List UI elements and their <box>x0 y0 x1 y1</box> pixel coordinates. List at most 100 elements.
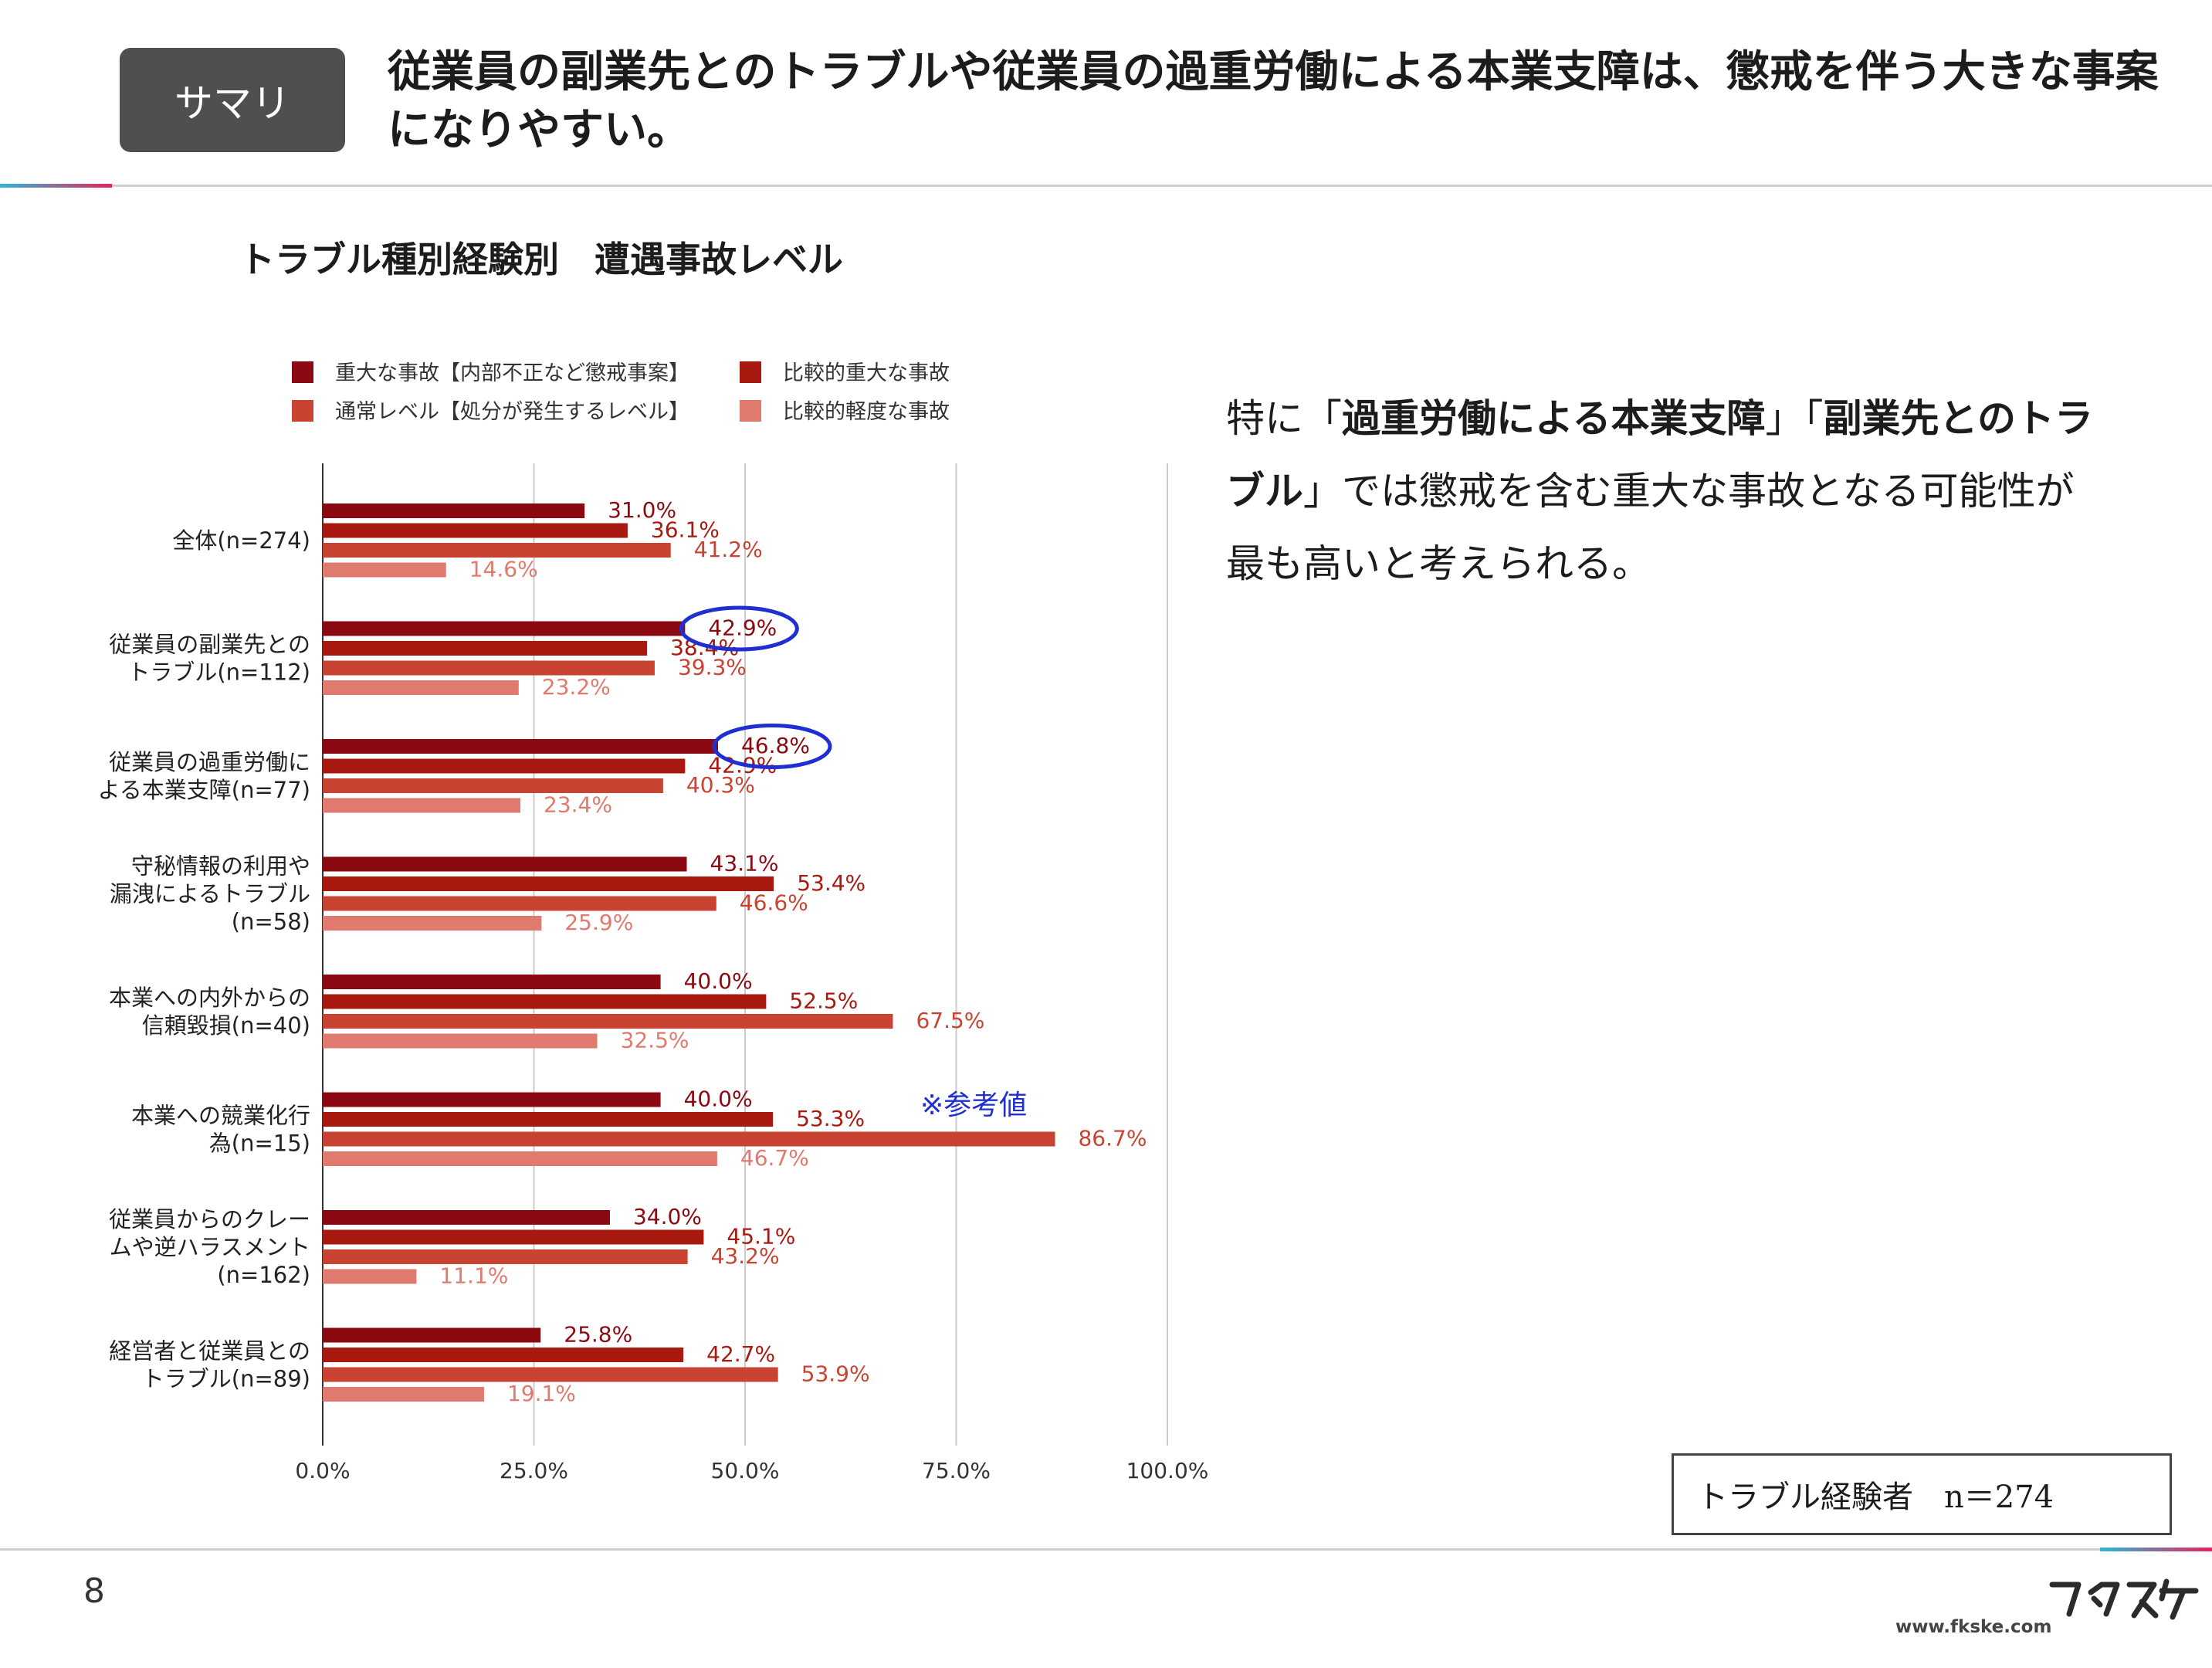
chart-title: トラブル種別経験別 遭遇事故レベル <box>239 239 843 280</box>
data-label: 19.1% <box>507 1381 576 1406</box>
category-label: トラブル(n=112) <box>127 659 310 685</box>
data-label: 31.0% <box>608 497 676 523</box>
note-bold-2: 副業先とのトラブル <box>1226 395 2093 514</box>
summary-badge: サマリ <box>120 48 345 152</box>
category-label: 従業員の副業先との <box>109 631 310 657</box>
bar <box>323 1014 893 1029</box>
bar <box>323 994 767 1009</box>
top-divider <box>0 185 2212 187</box>
bar <box>323 1367 778 1382</box>
highlight-ellipse <box>679 605 799 652</box>
bar <box>323 1229 704 1245</box>
bottom-divider-accent <box>2100 1548 2212 1551</box>
category-label: 経営者と従業員との <box>109 1337 310 1364</box>
note-part-3: 」では懲戒を含む重大な事故となる可能性が最も高いと考えられる。 <box>1226 469 2075 586</box>
data-label: 67.5% <box>916 1008 984 1033</box>
page-number: 8 <box>83 1571 105 1611</box>
bar <box>323 739 718 754</box>
data-label: 42.7% <box>706 1341 775 1367</box>
bar <box>323 660 655 676</box>
bar <box>323 1151 717 1166</box>
x-tick-label: 75.0% <box>922 1458 991 1483</box>
legend-swatch <box>740 400 761 422</box>
bottom-divider <box>0 1548 2212 1551</box>
bar-chart: 重大な事故【内部不正など懲戒事案】 比較的重大な事故通常レベル【処分が発生するレベ… <box>98 361 1209 1483</box>
data-label: 11.1% <box>439 1263 508 1289</box>
category-label: 本業への競業化行 <box>131 1102 310 1128</box>
data-label: 36.1% <box>651 517 720 543</box>
data-label: 46.8% <box>741 733 810 758</box>
note-bold-1: 過重労働による本業支障 <box>1342 395 1766 441</box>
legend-swatch <box>740 361 761 383</box>
data-label: 32.5% <box>621 1028 689 1053</box>
category-label: ムや逆ハラスメント <box>110 1234 310 1260</box>
bar <box>323 621 686 636</box>
highlight-ellipse <box>712 724 832 769</box>
bar <box>323 503 585 518</box>
data-label: 40.3% <box>686 772 755 798</box>
bar <box>323 543 671 558</box>
data-label: 40.0% <box>684 1087 753 1112</box>
data-label: 53.4% <box>797 870 865 896</box>
category-label: 本業への内外からの <box>109 985 310 1011</box>
legend-label: 比較的重大な事故 <box>783 361 950 385</box>
data-label: 53.9% <box>801 1361 870 1387</box>
bar <box>323 1210 610 1225</box>
data-label: 46.7% <box>740 1145 809 1171</box>
x-tick-label: 25.0% <box>500 1458 568 1483</box>
fukusuke-logo-icon <box>2049 1578 2199 1620</box>
bar <box>323 1033 598 1049</box>
bar <box>323 523 628 538</box>
bar <box>323 1269 417 1284</box>
data-label: 53.3% <box>796 1106 865 1131</box>
bar <box>323 1387 484 1402</box>
bar <box>323 562 446 578</box>
x-tick-label: 100.0% <box>1126 1458 1209 1483</box>
data-label: 43.2% <box>711 1243 780 1269</box>
category-label: 従業員からのクレー <box>109 1206 310 1232</box>
data-label: 23.2% <box>542 674 611 700</box>
x-tick-label: 50.0% <box>711 1458 780 1483</box>
category-label: (n=162) <box>217 1262 310 1288</box>
data-label: 14.6% <box>469 557 538 582</box>
bar <box>323 856 687 872</box>
note-part-2: 」「 <box>1765 396 1824 441</box>
bar <box>323 896 716 911</box>
legend-swatch <box>292 400 313 422</box>
bar <box>323 1348 684 1362</box>
category-label: 従業員の過重労働に <box>109 749 310 775</box>
bar <box>323 1112 774 1127</box>
note-part-1: 特に「 <box>1226 396 1342 441</box>
top-divider-accent <box>0 184 112 188</box>
data-label: 42.9% <box>708 615 777 641</box>
bar <box>323 975 661 989</box>
reference-annotation: ※参考値 <box>920 1090 1027 1121</box>
category-label: 守秘情報の利用や <box>131 853 310 879</box>
category-label: よる本業支障(n=77) <box>98 777 310 803</box>
data-label: 41.2% <box>694 537 763 562</box>
bar <box>323 916 542 931</box>
data-label: 43.1% <box>710 851 779 876</box>
category-label: 為(n=15) <box>209 1130 310 1156</box>
bar <box>323 1131 1055 1147</box>
page-headline: 従業員の副業先とのトラブルや従業員の過重労働による本業支障は、懲戒を伴う大きな事… <box>388 46 2159 155</box>
bar <box>323 798 520 813</box>
sample-size-box: トラブル経験者 n＝274 <box>1672 1453 2172 1535</box>
bar <box>323 1249 688 1264</box>
category-label: 信頼毀損(n=40) <box>142 1012 310 1039</box>
legend-label: 重大な事故【内部不正など懲戒事案】 <box>335 361 689 385</box>
data-label: 25.9% <box>564 910 633 935</box>
data-label: 39.3% <box>678 655 747 680</box>
category-label: 全体(n=274) <box>172 527 310 554</box>
data-label: 25.8% <box>564 1322 632 1348</box>
bar <box>323 1092 661 1107</box>
category-label: 漏洩によるトラブル <box>110 880 310 907</box>
data-label: 52.5% <box>789 988 858 1014</box>
category-label: (n=58) <box>232 908 310 934</box>
summary-note: 特に「過重労働による本業支障」「副業先とのトラブル」では懲戒を含む重大な事故とな… <box>1226 382 2099 600</box>
bar <box>323 641 648 656</box>
data-label: 86.7% <box>1078 1126 1147 1151</box>
category-label: トラブル(n=89) <box>142 1365 310 1392</box>
logo-url: www.fkske.com <box>1895 1617 2052 1637</box>
bar <box>323 1327 541 1343</box>
